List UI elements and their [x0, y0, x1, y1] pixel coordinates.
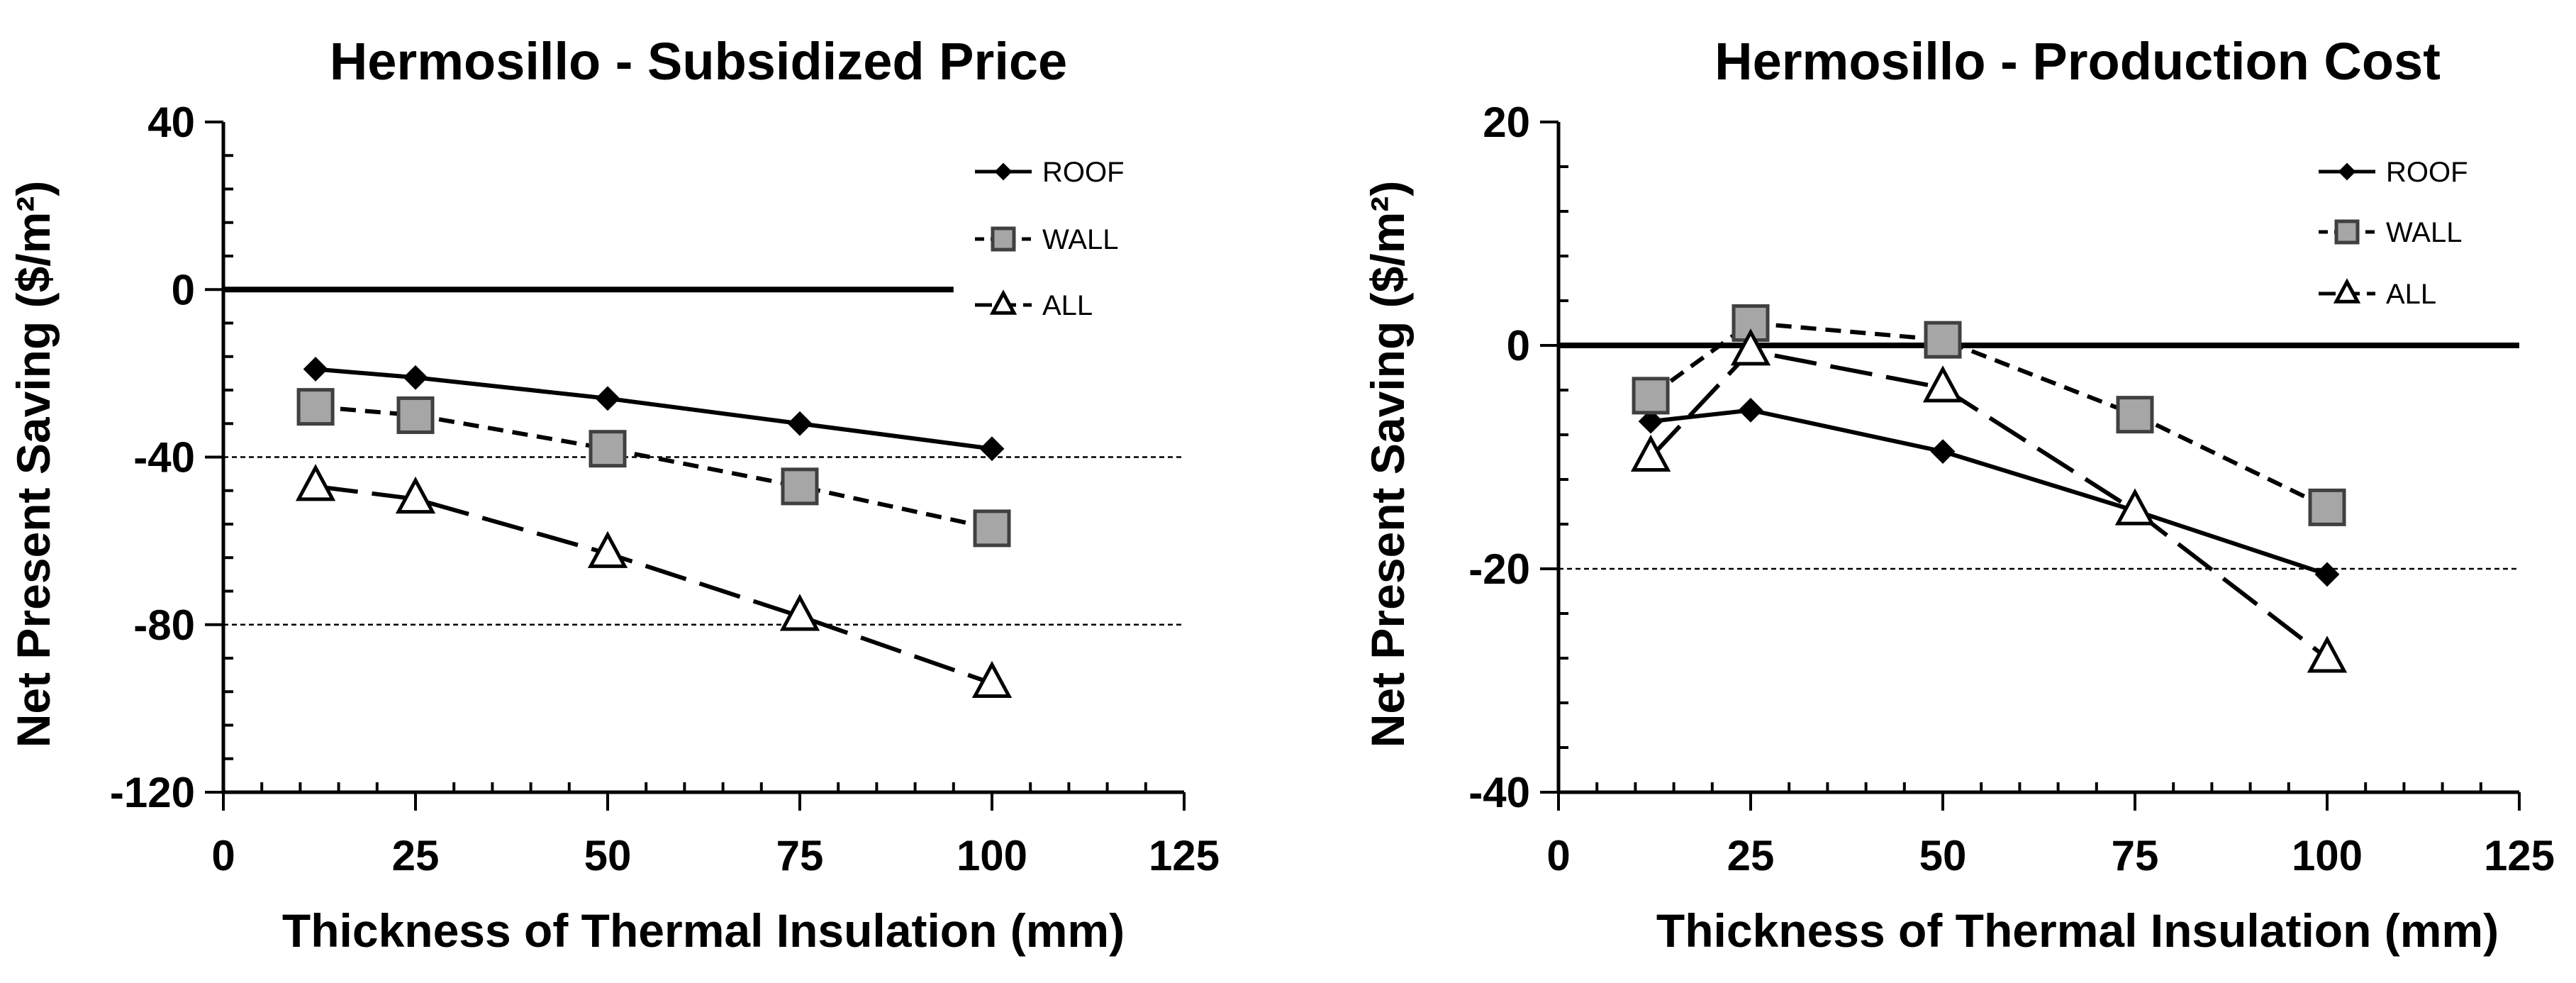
- data-point-all: [295, 464, 336, 501]
- y-tick-label: 20: [1483, 99, 1530, 146]
- x-axis-label: Thickness of Thermal Insulation (mm): [1656, 904, 2499, 957]
- data-point-wall: [2308, 488, 2346, 526]
- data-point-wall: [1632, 377, 1670, 415]
- legend-label-wall: WALL: [2386, 217, 2462, 248]
- legend-marker-roof: [2338, 162, 2356, 181]
- data-point-wall: [973, 509, 1011, 548]
- data-point-roof: [303, 357, 328, 382]
- x-tick-label: 50: [584, 832, 632, 879]
- y-tick-label: -120: [110, 769, 195, 816]
- series-line-all: [1649, 348, 2329, 660]
- data-point-wall: [1924, 321, 1962, 359]
- legend-marker-wall: [991, 226, 1016, 252]
- x-axis-label: Thickness of Thermal Insulation (mm): [282, 904, 1125, 957]
- y-tick-label: 0: [1507, 322, 1530, 370]
- data-point-wall: [296, 388, 335, 426]
- data-point-all: [2114, 488, 2156, 526]
- legend-marker-all: [989, 289, 1017, 315]
- chart-production-cost: Hermosillo - Production Cost 20 0 -20 -40 0 25…: [1361, 32, 2555, 957]
- x-tick-label: 75: [776, 832, 824, 879]
- legend-label-all: ALL: [2386, 279, 2436, 310]
- data-point-all: [2307, 635, 2348, 673]
- chart-title: Hermosillo - Subsidized Price: [330, 32, 1067, 91]
- data-point-roof: [787, 411, 813, 436]
- data-point-wall: [781, 467, 819, 506]
- data-point-roof: [979, 436, 1005, 462]
- series-line-wall: [315, 404, 993, 531]
- x-tick-label: 100: [2292, 832, 2363, 879]
- chart-subsidized-price: Hermosillo - Subsidized Price 40 0 -40 -80 -1…: [7, 32, 1220, 957]
- data-point-all: [1922, 365, 1963, 403]
- series-line-roof: [1650, 408, 2328, 577]
- legend-marker-wall: [2334, 219, 2360, 245]
- y-tick-label: 40: [147, 99, 195, 146]
- x-tick-label: 75: [2112, 832, 2159, 879]
- data-point-wall: [396, 396, 435, 434]
- data-point-wall: [589, 430, 627, 468]
- x-tick-label: 100: [957, 832, 1027, 879]
- data-point-all: [395, 476, 436, 514]
- y-tick-label: -40: [133, 434, 195, 482]
- x-tick-label: 0: [1546, 832, 1570, 879]
- data-point-roof: [1638, 409, 1663, 434]
- legend-marker-all: [2333, 278, 2361, 304]
- x-tick-label: 125: [1149, 832, 1220, 879]
- x-tick-label: 125: [2484, 832, 2555, 879]
- series-line-wall: [1649, 321, 2329, 510]
- chart-title: Hermosillo - Production Cost: [1714, 32, 2441, 91]
- data-point-roof: [2314, 562, 2340, 587]
- data-point-roof: [403, 365, 428, 390]
- data-point-wall: [2116, 396, 2154, 434]
- data-point-all: [779, 594, 820, 631]
- legend-marker-roof: [994, 162, 1013, 181]
- y-tick-label: -40: [1468, 769, 1530, 816]
- series-line-all: [315, 484, 993, 686]
- data-point-all: [587, 531, 628, 568]
- legend-label-roof: ROOF: [2386, 157, 2468, 188]
- x-tick-label: 25: [1727, 832, 1775, 879]
- x-tick-label: 0: [211, 832, 235, 879]
- y-axis-label: Net Present Saving ($/m²): [1361, 181, 1414, 748]
- legend-label-all: ALL: [1042, 290, 1093, 321]
- data-point-roof: [1738, 397, 1763, 423]
- legend-label-wall: WALL: [1042, 224, 1118, 255]
- y-axis-label: Net Present Saving ($/m²): [7, 181, 60, 748]
- data-point-all: [1630, 434, 1671, 472]
- y-tick-label: -80: [133, 601, 195, 649]
- data-point-all: [1730, 328, 1771, 366]
- legend-label-roof: ROOF: [1042, 157, 1125, 188]
- x-tick-label: 50: [1919, 832, 1967, 879]
- x-tick-label: 25: [392, 832, 440, 879]
- data-point-all: [971, 660, 1013, 698]
- data-point-roof: [1930, 439, 1956, 465]
- y-tick-label: 0: [172, 266, 195, 313]
- data-point-roof: [595, 386, 620, 411]
- y-tick-label: -20: [1468, 545, 1530, 593]
